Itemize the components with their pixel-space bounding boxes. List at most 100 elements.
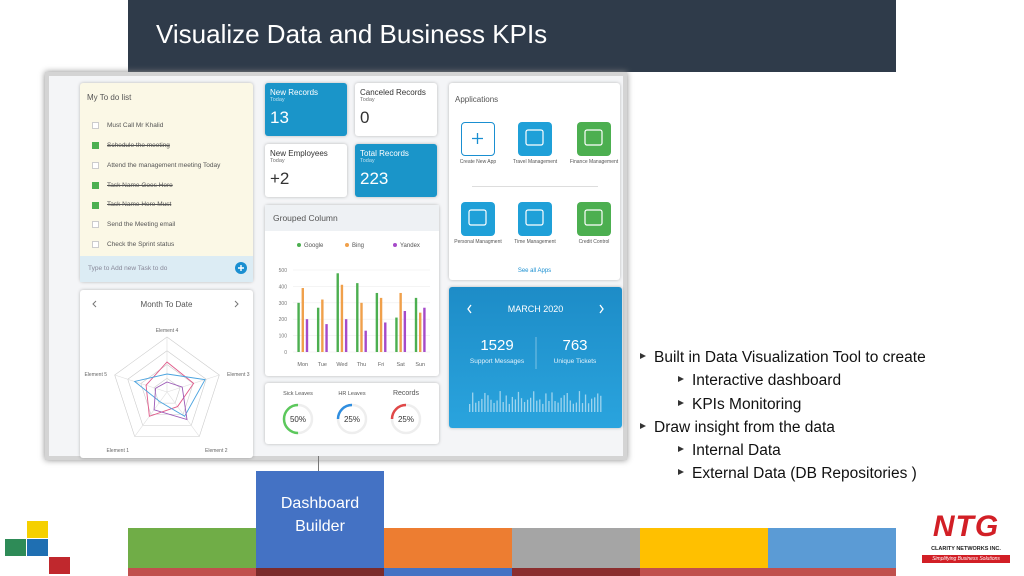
radar-shape <box>133 373 206 417</box>
sub-bullet: Internal Data <box>640 442 926 465</box>
decor-bar <box>475 402 477 412</box>
leave-gauges: Sick Leaves 50% HR Leaves 25% Records 25% <box>282 390 422 435</box>
decor-bar <box>505 395 507 412</box>
card-value: 223 <box>360 169 389 188</box>
todo-placeholder: Type to Add new Task to do <box>88 265 168 272</box>
app-label: Create New App <box>459 159 497 165</box>
app-tile[interactable] <box>461 122 495 156</box>
x-tick-label: Mon <box>297 362 308 368</box>
slide-title: Visualize Data and Business KPIs <box>156 19 548 49</box>
decor-bar <box>493 402 495 412</box>
calendar-arrows[interactable] <box>467 304 604 314</box>
app-tile[interactable] <box>577 202 611 236</box>
checkbox <box>92 142 99 150</box>
app-tile[interactable] <box>461 202 495 236</box>
bar <box>356 283 359 352</box>
todo-list: Must Call Mr Khalid Schedule the meeting A… <box>92 116 247 255</box>
gauge-value: 25% <box>398 415 414 424</box>
month-arrows[interactable] <box>80 290 253 320</box>
decor-bar <box>566 392 568 412</box>
todo-text: Task Name Goes Here <box>107 181 173 189</box>
todo-item[interactable]: Attend the management meeting Today <box>92 156 247 176</box>
decor-bar <box>526 399 529 412</box>
todo-text: Send the Meeting email <box>107 221 176 229</box>
bullet-text: Draw insight from the data <box>654 418 835 436</box>
legend-dot <box>345 243 349 247</box>
app-icon <box>468 209 487 226</box>
gauge-label: Sick Leaves <box>283 391 313 397</box>
bar <box>403 311 407 352</box>
color-strip <box>768 528 896 568</box>
decor-bar <box>530 397 532 412</box>
bar <box>336 273 339 352</box>
todo-item[interactable]: Task Name Here Must <box>92 195 247 215</box>
bullet-marker <box>678 446 684 453</box>
x-tick-label: Tue <box>318 362 327 368</box>
radar-spoke <box>166 391 200 437</box>
sub-bullet: Interactive dashboard <box>640 372 926 395</box>
decor-bar <box>511 396 513 412</box>
app-tile[interactable] <box>518 202 552 236</box>
app-tile[interactable] <box>518 122 552 156</box>
decor-bar <box>496 400 498 412</box>
color-strip <box>384 568 512 576</box>
bar <box>340 284 344 352</box>
bar <box>305 319 309 352</box>
card-title: Total Records <box>360 149 409 158</box>
todo-panel <box>80 83 253 282</box>
radar-grid <box>153 377 181 404</box>
app-icon <box>525 129 544 146</box>
decor-bar <box>523 402 526 412</box>
card-title: Canceled Records <box>360 88 426 97</box>
checkbox <box>92 181 99 189</box>
connector <box>318 456 319 471</box>
chart-title: Grouped Column <box>273 213 338 223</box>
decor-bar <box>587 403 590 412</box>
todo-item[interactable]: Check the Sprint status <box>92 235 247 255</box>
todo-input[interactable] <box>80 256 253 282</box>
bullet-text: Internal Data <box>692 442 781 460</box>
radar-axis-label: Element 5 <box>84 372 107 378</box>
card-subtitle: Today <box>360 158 375 164</box>
logo-square <box>5 539 26 556</box>
app-icon <box>472 133 483 144</box>
decor-bar <box>597 393 599 412</box>
card-value: +2 <box>270 169 290 188</box>
todo-text: Schedule the meeting <box>107 141 170 149</box>
legend-label: Bing <box>352 243 364 249</box>
logo-company: CLARITY NETWORKS INC. <box>931 546 1001 552</box>
callout-box <box>256 471 384 568</box>
app-tile[interactable] <box>577 122 611 156</box>
see-all-link[interactable]: See all Apps <box>517 268 552 274</box>
bar <box>375 292 379 352</box>
bullet: Built in Data Visualization Tool to crea… <box>640 349 926 372</box>
month-title: Month To Date <box>140 300 193 309</box>
bar <box>395 317 398 352</box>
decor-bar <box>545 393 547 412</box>
bar <box>384 322 387 352</box>
radar-axis-label: Element 2 <box>205 448 228 454</box>
radar-spoke <box>114 374 168 393</box>
stat-value: 1529 <box>480 337 514 354</box>
todo-item[interactable]: Must Call Mr Khalid <box>92 116 247 136</box>
checkbox <box>92 161 99 169</box>
bar <box>399 292 402 352</box>
bullet: Draw insight from the data <box>640 419 926 442</box>
color-strip <box>512 528 640 568</box>
color-strip <box>640 568 768 576</box>
todo-item[interactable]: Task Name Goes Here <box>92 175 247 195</box>
decor-bar <box>600 395 602 412</box>
card-subtitle: Today <box>360 97 375 103</box>
todo-item[interactable]: Schedule the meeting <box>92 136 247 156</box>
radar-chart: Element 4 Element 3 Element 2 Element 1 Elem… <box>84 328 249 454</box>
todo-item[interactable]: Send the Meeting email <box>92 215 247 235</box>
add-button[interactable] <box>235 262 247 274</box>
bar <box>364 330 367 352</box>
kpi-card: Total Records Today 223 <box>355 144 437 197</box>
gauge-arc <box>282 403 314 435</box>
x-tick-label: Fri <box>378 362 384 368</box>
bar <box>423 307 426 352</box>
grouped-column-panel <box>265 205 439 376</box>
y-tick-label: 200 <box>279 317 288 323</box>
decor-bar <box>539 399 541 412</box>
